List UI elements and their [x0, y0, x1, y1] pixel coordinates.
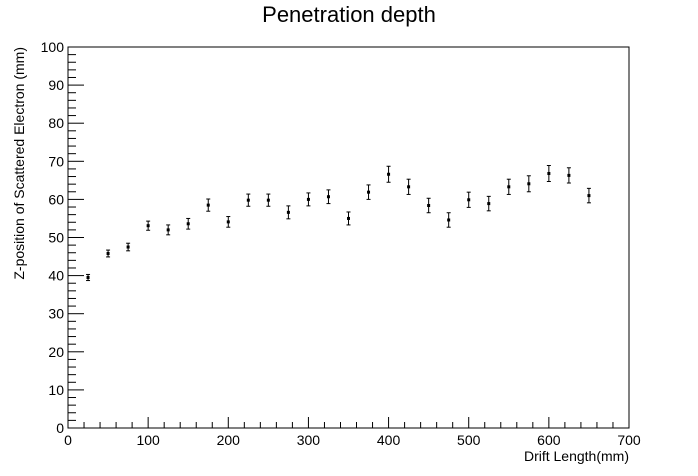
x-tick-label: 500 — [457, 432, 481, 448]
x-tick-label: 300 — [297, 432, 321, 448]
data-point — [507, 185, 511, 189]
x-tick-label: 400 — [377, 432, 401, 448]
plot-frame — [67, 46, 630, 429]
y-tick-label: 60 — [48, 191, 64, 207]
data-point — [487, 202, 491, 206]
data-point — [347, 216, 350, 220]
data-point — [246, 198, 250, 202]
x-tick-label: 700 — [617, 432, 641, 448]
data-point — [126, 245, 130, 249]
data-point — [266, 198, 270, 202]
data-point — [306, 197, 310, 201]
data-point — [407, 185, 411, 189]
data-point — [166, 228, 170, 232]
data-point — [587, 194, 591, 198]
y-tick-label: 30 — [48, 306, 64, 322]
data-point — [186, 222, 190, 226]
data-point — [146, 224, 150, 228]
x-tick-label: 600 — [537, 432, 561, 448]
y-axis-label: Z-position of Scattered Electron (mm) — [11, 47, 27, 280]
y-tick-label: 100 — [41, 39, 65, 55]
data-point — [527, 182, 531, 186]
data-point — [427, 203, 431, 207]
data-point — [226, 220, 230, 224]
data-point — [467, 198, 471, 202]
y-tick-label: 10 — [48, 382, 64, 398]
x-tick-label: 100 — [136, 432, 160, 448]
data-points — [86, 164, 591, 282]
chart-title: Penetration depth — [262, 2, 436, 27]
y-tick-label: 40 — [48, 268, 64, 284]
y-tick-label: 0 — [56, 420, 64, 436]
x-tick-label: 0 — [64, 432, 72, 448]
data-point — [106, 252, 110, 256]
data-point — [547, 171, 551, 175]
y-tick-label: 70 — [48, 153, 64, 169]
y-tick-label: 50 — [48, 230, 64, 246]
data-point — [447, 218, 451, 222]
y-tick-label: 20 — [48, 344, 64, 360]
data-point — [206, 203, 210, 207]
y-tick-label: 90 — [48, 77, 64, 93]
data-point — [326, 195, 330, 199]
data-point — [567, 173, 571, 177]
data-point — [286, 210, 290, 214]
data-point — [367, 190, 371, 194]
y-axis: 0 10 20 30 40 50 60 70 80 90 100 — [41, 39, 84, 436]
data-point — [387, 172, 391, 176]
y-tick-label: 80 — [48, 115, 64, 131]
x-tick-label: 200 — [217, 432, 241, 448]
x-axis-label: Drift Length(mm) — [524, 448, 629, 464]
x-axis: 0 100 200 300 400 500 600 700 — [64, 417, 641, 448]
data-point — [86, 276, 90, 280]
